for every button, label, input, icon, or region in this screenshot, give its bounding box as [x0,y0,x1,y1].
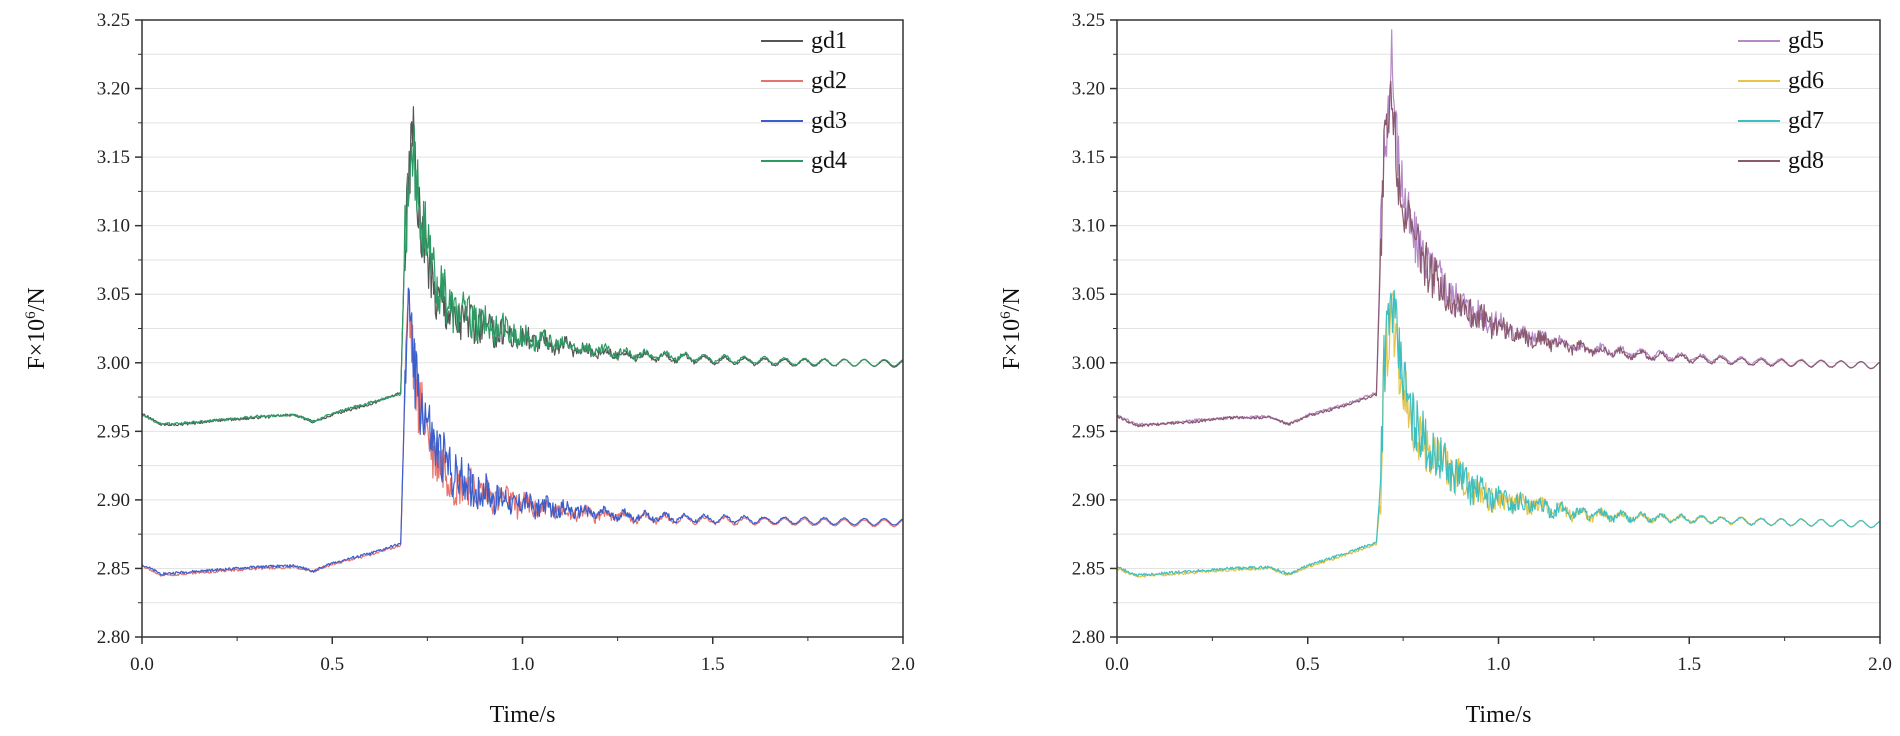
y-tick-label: 3.05 [97,284,130,305]
x-tick-label: 0.0 [1105,654,1129,675]
y-tick-label: 3.10 [97,216,130,237]
series-line-gd3 [141,287,904,576]
x-tick-label: 1.5 [1677,654,1701,675]
x-tick-label: 2.0 [891,654,915,675]
series-line-gd1 [141,106,904,427]
y-axis-title: F×106/N [998,287,1025,369]
y-axis-title: F×106/N [23,287,50,369]
x-axis-title: Time/s [1466,702,1532,728]
y-axis-title-prefix: F×10 [24,319,50,370]
y-tick-label: 3.05 [1072,284,1105,305]
y-tick-label: 3.00 [1072,353,1105,374]
chart-panel-left: 2.80 2.85 2.90 2.95 3.00 3.05 3.10 3.15 3.20 3.25… [23,10,915,728]
series-line-gd7 [1116,289,1881,578]
y-tick-label: 3.20 [97,79,130,100]
y-tick-label: 2.90 [1072,490,1105,511]
x-axis-title: Time/s [490,702,556,728]
y-tick-label: 2.85 [1072,558,1105,579]
y-tick-label: 3.25 [97,10,130,31]
y-tick-label: 3.00 [97,353,130,374]
x-tick-label: 2.0 [1868,654,1892,675]
legend-label-gd7: gd7 [1788,108,1824,134]
y-tick-label: 2.85 [97,558,130,579]
y-tick-label: 3.25 [1072,10,1105,31]
x-tick-label: 0.5 [1296,654,1320,675]
x-tick-label: 1.0 [1487,654,1511,675]
x-tick-label: 1.0 [511,654,535,675]
y-tick-label: 2.80 [97,627,130,648]
legend-label-gd6: gd6 [1788,68,1824,94]
legend-label-gd5: gd5 [1788,28,1824,54]
y-tick-label: 3.20 [1072,79,1105,100]
legend-label-gd1: gd1 [811,28,847,54]
series-line-gd8 [1116,80,1881,428]
series-line-gd5 [1117,29,1881,427]
y-tick-label: 2.95 [1072,421,1105,442]
y-axis-title-suffix: /N [24,287,50,311]
x-tick-label: 0.5 [320,654,344,675]
series-line-gd4 [141,125,904,426]
y-tick-label: 2.95 [97,421,130,442]
y-tick-label: 2.80 [1072,627,1105,648]
legend-label-gd4: gd4 [811,148,847,174]
y-axis-title-exponent: 6 [23,311,39,319]
y-axis-title-exponent: 6 [998,311,1014,319]
y-tick-label: 3.10 [1072,216,1105,237]
y-tick-label: 2.90 [97,490,130,511]
x-tick-label: 1.5 [701,654,725,675]
y-tick-label: 3.15 [97,147,130,168]
x-tick-label: 0.0 [130,654,154,675]
legend-label-gd8: gd8 [1788,148,1824,174]
y-axis-title-suffix: /N [999,287,1025,311]
legend-label-gd3: gd3 [811,108,847,134]
chart-panel-right: 2.80 2.85 2.90 2.95 3.00 3.05 3.10 3.15 3.20 3.25… [998,10,1892,728]
legend-label-gd2: gd2 [811,68,847,94]
y-tick-label: 3.15 [1072,147,1105,168]
y-axis-title-prefix: F×10 [999,319,1025,370]
